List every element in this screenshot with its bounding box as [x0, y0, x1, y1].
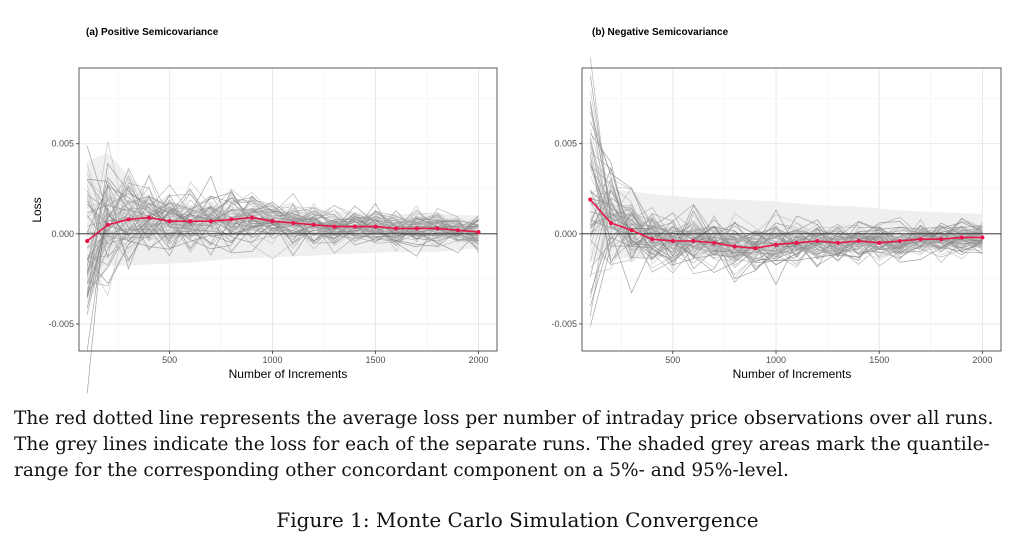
x-tick-label: 500: [162, 355, 177, 365]
run-line: [589, 146, 983, 262]
run-line: [589, 162, 983, 274]
average-point: [455, 228, 460, 233]
run-line: [589, 189, 983, 258]
average-point: [939, 237, 944, 242]
average-point: [670, 238, 675, 244]
average-point: [753, 246, 758, 251]
average-point: [856, 238, 861, 244]
average-point: [373, 224, 378, 229]
y-tick-label: 0.000: [554, 229, 577, 239]
run-line: [86, 194, 479, 279]
x-tick-label: 2000: [468, 355, 488, 365]
average-point: [711, 240, 717, 245]
caption-line-1: The red dotted line represents the avera…: [14, 408, 994, 429]
run-line: [86, 200, 479, 292]
run-line: [87, 178, 479, 232]
run-line: [87, 189, 479, 234]
panel-b-plot: 500 1000 1500 2000 -0.005 0.000 0.005: [551, 57, 1002, 365]
panel-b-title: (b) Negative Semicovariance: [592, 27, 729, 38]
run-line: [86, 213, 479, 260]
panel-a-xlabel: Number of Increments: [229, 367, 348, 381]
average-point: [352, 224, 358, 229]
average-point: [835, 240, 841, 245]
average-point: [249, 215, 255, 220]
average-point: [608, 220, 613, 226]
average-point: [629, 228, 634, 233]
average-point: [208, 219, 213, 224]
panel-a-plot: 500 1000 1500 2000 -0.005 0.000 0.005: [48, 67, 498, 394]
average-point: [332, 224, 337, 229]
caption-line-2: The grey lines indicate the loss for eac…: [14, 434, 990, 455]
figure-label: Figure 1: Monte Carlo Simulation Converg…: [276, 508, 759, 532]
x-tick-label: 1000: [263, 355, 283, 365]
y-tick-label: -0.005: [48, 319, 74, 329]
x-tick-label: 1500: [869, 355, 889, 365]
y-tick-label: -0.005: [551, 319, 577, 329]
run-line: [589, 162, 983, 267]
average-point: [291, 220, 296, 226]
average-point: [229, 217, 234, 222]
run-line: [86, 141, 479, 270]
run-line: [86, 193, 479, 241]
y-tick-label: 0.005: [51, 139, 74, 149]
average-point: [980, 235, 985, 240]
panel-a-title: (a) Positive Semicovariance: [86, 27, 219, 38]
run-line: [86, 162, 479, 297]
run-line: [590, 210, 983, 283]
average-point: [270, 219, 275, 224]
average-line: [86, 216, 479, 242]
x-tick-label: 500: [665, 355, 680, 365]
run-line: [86, 196, 479, 250]
average-point: [476, 229, 481, 235]
panel-border: [78, 67, 498, 352]
average-point: [146, 215, 152, 220]
average-point: [105, 222, 110, 227]
run-line: [86, 190, 479, 243]
x-tick-label: 1500: [365, 355, 385, 365]
panel-a-ylabel: Loss: [30, 197, 44, 222]
run-line: [589, 90, 983, 275]
average-point: [959, 235, 964, 240]
average-point: [414, 226, 419, 231]
y-tick-label: 0.000: [51, 229, 74, 239]
average-point: [918, 237, 923, 242]
gridlines: [79, 68, 497, 351]
average-point: [815, 238, 820, 244]
y-tick-label: 0.005: [554, 139, 577, 149]
average-point: [877, 240, 882, 245]
x-tick-label: 1000: [766, 355, 786, 365]
average-point: [85, 238, 90, 244]
average-point: [167, 219, 172, 224]
run-line: [86, 217, 479, 263]
average-point: [588, 197, 593, 202]
run-line: [86, 197, 479, 309]
average-point: [691, 238, 696, 244]
average-point: [773, 242, 779, 247]
average-point: [311, 222, 316, 227]
average-point: [897, 238, 902, 244]
figure-caption: The red dotted line represents the avera…: [14, 406, 1024, 484]
average-point: [394, 226, 399, 231]
run-line: [590, 179, 983, 258]
average-point: [650, 237, 655, 242]
average-point: [188, 219, 193, 224]
panel-b-xlabel: Number of Increments: [733, 367, 852, 381]
average-point: [435, 226, 440, 231]
average-point: [126, 217, 131, 222]
caption-line-3: range for the corresponding other concor…: [14, 460, 789, 481]
figure: (a) Positive Semicovariance 500 1000 1500 2…: [30, 27, 1002, 394]
average-line: [589, 199, 983, 250]
average-point: [732, 244, 737, 249]
average-point: [794, 240, 799, 245]
x-tick-label: 2000: [972, 355, 992, 365]
panel-border: [581, 67, 1002, 352]
